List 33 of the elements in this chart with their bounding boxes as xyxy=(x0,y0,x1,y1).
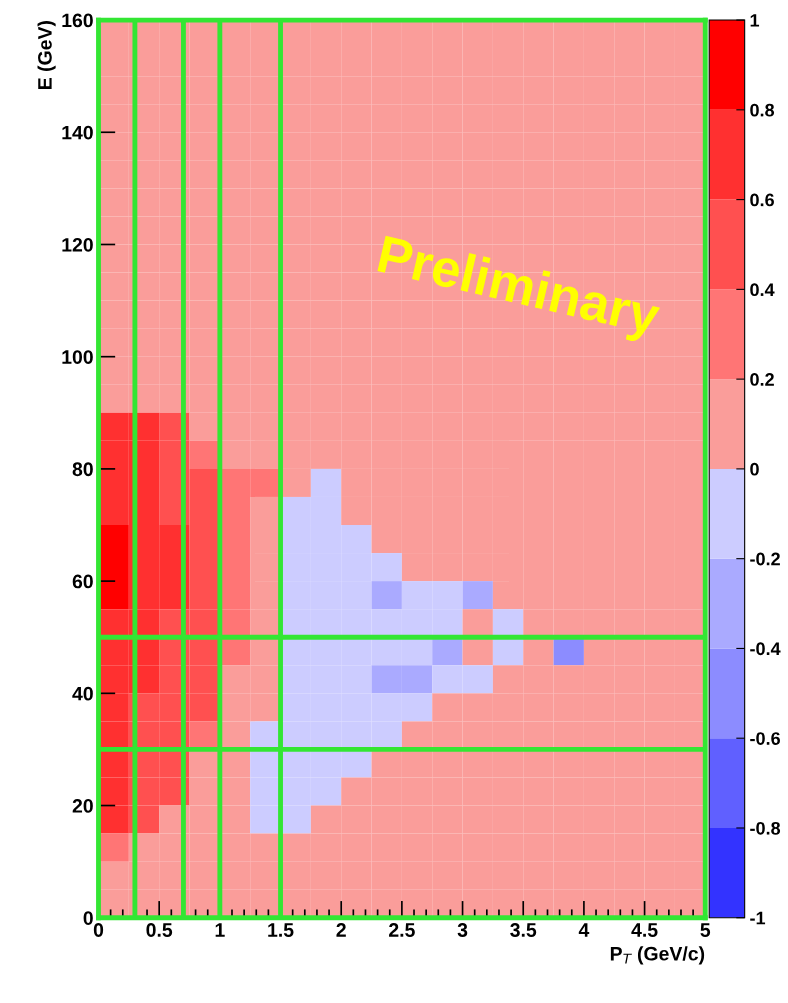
y-tick-label: 60 xyxy=(72,574,93,589)
y-tick-label: 40 xyxy=(72,686,93,701)
x-tick-label: 5 xyxy=(700,923,711,937)
x-tick-label: 4.5 xyxy=(631,923,658,937)
color-bar-label: -0.4 xyxy=(750,642,781,656)
color-bar-label: -1 xyxy=(750,911,766,925)
color-bar-label: 0.8 xyxy=(750,103,775,117)
y-tick-label: 120 xyxy=(62,237,93,252)
x-tick-label: 1.5 xyxy=(268,923,294,937)
x-tick-label: 0 xyxy=(93,923,104,937)
color-bar-label: 0.2 xyxy=(750,373,774,386)
color-bar-label: 0.6 xyxy=(750,193,774,207)
y-axis-title: E (GeV) xyxy=(37,21,56,89)
color-bar-label: 0.4 xyxy=(750,283,775,297)
x-tick-label: 3 xyxy=(457,923,468,937)
color-bar-label: -0.8 xyxy=(750,821,781,835)
x-tick-label: 2 xyxy=(336,923,346,937)
y-tick-label: 140 xyxy=(62,125,93,140)
x-axis-title: P$_{T}$ (GeV/c) xyxy=(610,946,705,965)
x-tick-label: 2.5 xyxy=(389,923,415,937)
y-tick-label: 80 xyxy=(72,462,93,477)
y-tick-label: 20 xyxy=(72,799,93,813)
color-bar-label: 0 xyxy=(750,462,759,476)
y-tick-label: 100 xyxy=(62,350,93,364)
y-tick-label: 160 xyxy=(62,13,93,28)
color-bar-label: 1 xyxy=(750,14,760,27)
x-tick-label: 3.5 xyxy=(510,923,537,937)
color-bar-label: -0.6 xyxy=(750,732,780,745)
x-tick-label: 4 xyxy=(578,923,590,937)
x-tick-label: 0.5 xyxy=(146,923,173,937)
color-bar-label: -0.2 xyxy=(750,552,780,566)
x-tick-label: 1 xyxy=(215,923,225,937)
y-tick-label: 0 xyxy=(83,911,93,925)
